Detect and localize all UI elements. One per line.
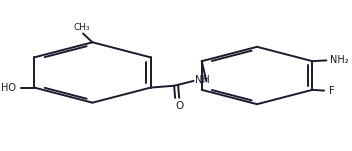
Text: CH₃: CH₃: [73, 23, 90, 32]
Text: HO: HO: [1, 83, 16, 93]
Text: O: O: [175, 101, 183, 111]
Text: F: F: [329, 86, 335, 96]
Text: NH₂: NH₂: [331, 55, 349, 65]
Text: NH: NH: [195, 75, 210, 85]
